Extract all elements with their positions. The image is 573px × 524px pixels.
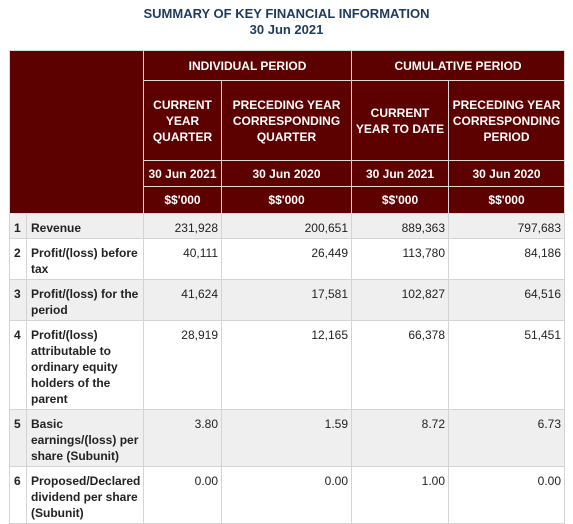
table-row: 3 Profit/(loss) for the period 41,624 17… — [9, 279, 566, 321]
header-corner — [9, 50, 144, 214]
column-unit: $$'000 — [448, 186, 566, 214]
group-header-cumulative: CUMULATIVE PERIOD — [351, 50, 566, 81]
row-number: 3 — [9, 279, 27, 321]
value-cell: 231,928 — [143, 213, 222, 239]
table-row: 1 Revenue 231,928 200,651 889,363 797,68… — [9, 213, 566, 239]
row-number: 1 — [9, 213, 27, 239]
column-header-preceding-year-quarter: PRECEDING YEAR CORRESPONDING QUARTER — [220, 80, 353, 161]
value-cell: 64,516 — [448, 279, 566, 321]
report-title-line1: SUMMARY OF KEY FINANCIAL INFORMATION — [143, 6, 430, 21]
value-cell: 3.80 — [143, 409, 222, 467]
value-cell: 41,624 — [143, 279, 222, 321]
report-title: SUMMARY OF KEY FINANCIAL INFORMATION 30 … — [0, 6, 573, 38]
value-cell: 6.73 — [448, 409, 566, 467]
value-cell: 889,363 — [351, 213, 450, 239]
value-cell: 8.72 — [351, 409, 450, 467]
row-label: Profit/(loss) for the period — [26, 279, 144, 321]
value-cell: 1.59 — [220, 409, 353, 467]
value-cell: 84,186 — [448, 238, 566, 280]
value-cell: 102,827 — [351, 279, 450, 321]
column-header-preceding-year-period: PRECEDING YEAR CORRESPONDING PERIOD — [448, 80, 566, 161]
column-date: 30 Jun 2020 — [220, 160, 353, 187]
column-date: 30 Jun 2021 — [143, 160, 222, 187]
table-row: 2 Profit/(loss) before tax 40,111 26,449… — [9, 238, 566, 280]
financial-summary-table: INDIVIDUAL PERIOD CUMULATIVE PERIOD CURR… — [9, 50, 566, 524]
row-label: Profit/(loss) before tax — [26, 238, 144, 280]
value-cell: 17,581 — [220, 279, 353, 321]
value-cell: 0.00 — [448, 466, 566, 524]
row-number: 4 — [9, 320, 27, 410]
column-header-current-year-to-date: CURRENT YEAR TO DATE — [351, 80, 450, 161]
value-cell: 113,780 — [351, 238, 450, 280]
group-header-individual: INDIVIDUAL PERIOD — [142, 50, 353, 81]
column-unit: $$'000 — [143, 186, 222, 214]
table-row: 5 Basic earnings/(loss) per share (Subun… — [9, 409, 566, 467]
row-label: Proposed/Declared dividend per share (Su… — [26, 466, 144, 524]
value-cell: 797,683 — [448, 213, 566, 239]
value-cell: 1.00 — [351, 466, 450, 524]
table-row: 4 Profit/(loss) attributable to ordinary… — [9, 320, 566, 410]
value-cell: 0.00 — [220, 466, 353, 524]
column-unit: $$'000 — [351, 186, 450, 214]
row-label: Profit/(loss) attributable to ordinary e… — [26, 320, 144, 410]
value-cell: 40,111 — [143, 238, 222, 280]
row-number: 5 — [9, 409, 27, 467]
report-title-date: 30 Jun 2021 — [249, 22, 324, 37]
value-cell: 66,378 — [351, 320, 450, 410]
table-row: 6 Proposed/Declared dividend per share (… — [9, 466, 566, 524]
row-number: 2 — [9, 238, 27, 280]
column-date: 30 Jun 2020 — [448, 160, 566, 187]
row-number: 6 — [9, 466, 27, 524]
value-cell: 12,165 — [220, 320, 353, 410]
column-date: 30 Jun 2021 — [351, 160, 450, 187]
row-label: Basic earnings/(loss) per share (Subunit… — [26, 409, 144, 467]
value-cell: 0.00 — [143, 466, 222, 524]
value-cell: 51,451 — [448, 320, 566, 410]
column-header-current-year-quarter: CURRENT YEAR QUARTER — [143, 80, 222, 161]
value-cell: 200,651 — [220, 213, 353, 239]
column-unit: $$'000 — [220, 186, 353, 214]
value-cell: 26,449 — [220, 238, 353, 280]
row-label: Revenue — [26, 213, 144, 239]
value-cell: 28,919 — [143, 320, 222, 410]
